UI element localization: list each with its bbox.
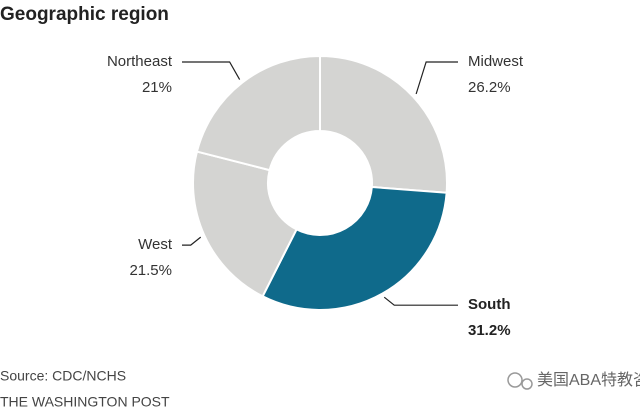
value-label: 21.5%: [129, 262, 172, 279]
slice: [192, 150, 298, 298]
slice-label: Northeast: [107, 53, 173, 70]
credit: THE WASHINGTON POST: [0, 394, 170, 410]
slice-label: West: [138, 236, 173, 253]
leader-line: [383, 296, 458, 306]
slice-label: South: [468, 296, 511, 313]
leader-line: [182, 61, 241, 80]
slice: [319, 54, 448, 194]
leader-line: [415, 61, 458, 95]
source: Source: CDC/NCHS: [0, 368, 126, 384]
watermark-icon: [507, 372, 533, 390]
watermark: 美国ABA特教咨询: [537, 371, 640, 389]
leader-line: [182, 236, 202, 246]
slice: [195, 54, 321, 172]
value-label: 26.2%: [468, 79, 511, 96]
value-label: 31.2%: [468, 322, 511, 339]
chart-title: Geographic region: [0, 4, 169, 25]
slice: [261, 185, 448, 311]
value-label: 21%: [142, 79, 172, 96]
slice-label: Midwest: [468, 53, 524, 70]
